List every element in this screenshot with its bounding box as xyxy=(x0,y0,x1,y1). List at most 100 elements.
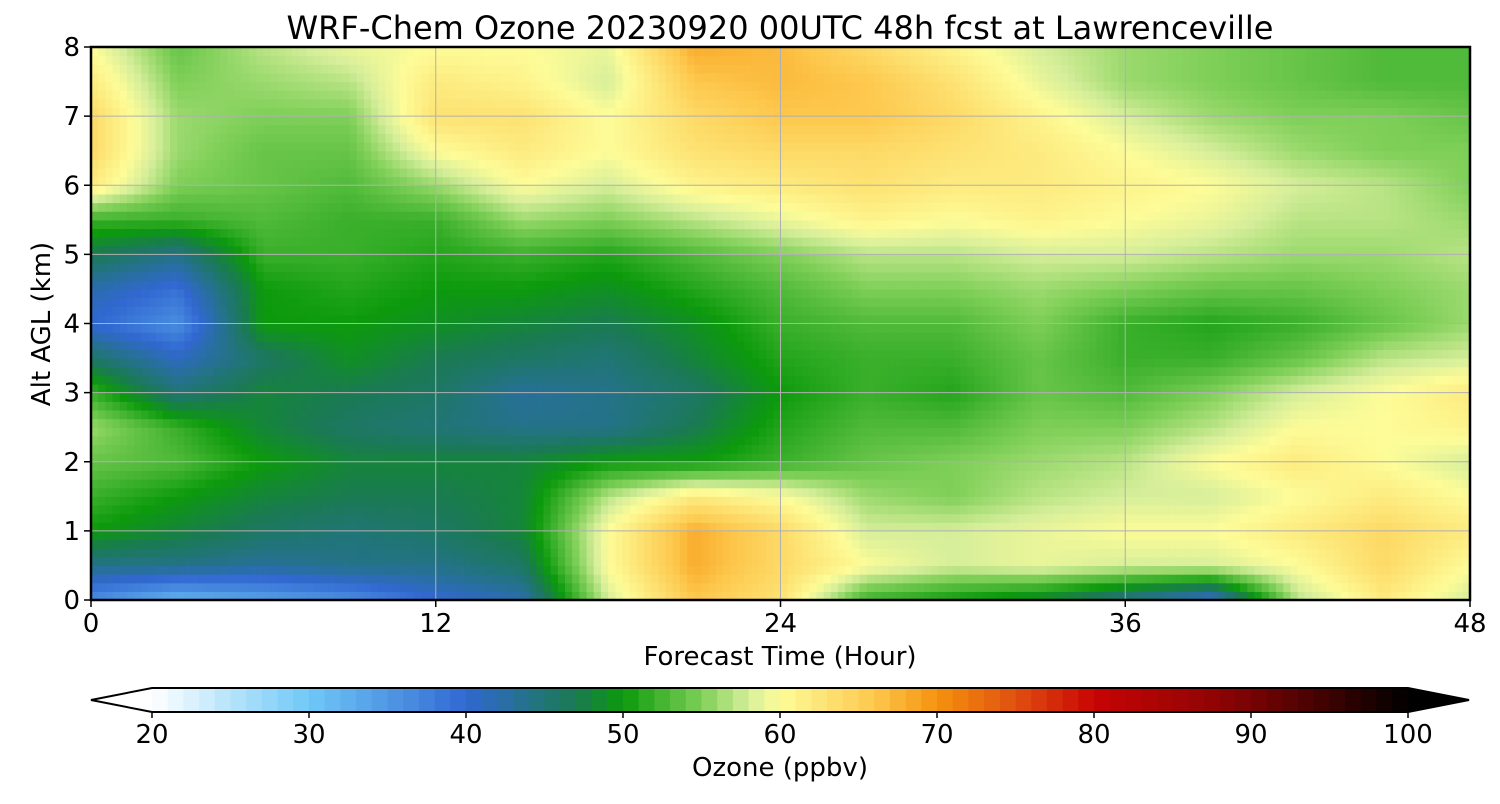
heatmap-cell xyxy=(205,556,214,567)
heatmap-cell xyxy=(924,522,932,532)
heatmap-cell xyxy=(1240,556,1248,567)
heatmap-cell xyxy=(859,409,868,420)
heatmap-cell xyxy=(802,539,810,549)
heatmap-cell xyxy=(615,591,624,601)
heatmap-cell xyxy=(306,444,315,454)
heatmap-cell xyxy=(694,574,703,584)
heatmap-cell xyxy=(715,582,724,592)
heatmap-cell xyxy=(263,530,272,541)
heatmap-cell xyxy=(1376,444,1385,454)
heatmap-cell xyxy=(1211,401,1220,411)
heatmap-cell xyxy=(407,375,415,385)
heatmap-cell xyxy=(931,435,940,446)
heatmap-cell xyxy=(1319,453,1327,463)
heatmap-cell xyxy=(1060,556,1069,567)
heatmap-cell xyxy=(550,383,559,394)
heatmap-cell xyxy=(1261,556,1270,567)
heatmap-cell xyxy=(414,383,422,394)
heatmap-cell xyxy=(593,591,602,601)
heatmap-cell xyxy=(1462,548,1471,558)
heatmap-cell xyxy=(414,582,422,592)
heatmap-cell xyxy=(902,522,911,532)
heatmap-cell xyxy=(902,513,911,523)
heatmap-cell xyxy=(486,496,494,506)
heatmap-cell xyxy=(471,504,480,515)
heatmap-cell xyxy=(1218,375,1227,385)
heatmap-cell xyxy=(155,383,164,394)
heatmap-cell xyxy=(1204,565,1213,575)
heatmap-cell xyxy=(1060,582,1069,592)
heatmap-cell xyxy=(256,565,264,575)
heatmap-cell xyxy=(1067,487,1076,497)
heatmap-cell xyxy=(1326,513,1335,523)
heatmap-cell xyxy=(1290,375,1299,385)
heatmap-cell xyxy=(105,461,114,471)
heatmap-cell xyxy=(1304,435,1313,446)
heatmap-cell xyxy=(378,556,387,567)
heatmap-cell xyxy=(148,392,157,402)
heatmap-cell xyxy=(170,487,178,497)
heatmap-cell xyxy=(1168,530,1177,541)
heatmap-cell xyxy=(1462,591,1471,601)
heatmap-cell xyxy=(579,522,588,532)
heatmap-cell xyxy=(399,548,408,558)
heatmap-cell xyxy=(1297,496,1306,506)
heatmap-cell xyxy=(629,574,638,584)
heatmap-cell xyxy=(256,504,264,515)
heatmap-cell xyxy=(1304,401,1313,411)
heatmap-cell xyxy=(1448,409,1457,420)
heatmap-cell xyxy=(1232,522,1241,532)
heatmap-cell xyxy=(1046,565,1055,575)
heatmap-cell xyxy=(608,392,616,402)
heatmap-cell xyxy=(687,479,695,489)
heatmap-cell xyxy=(859,418,868,428)
heatmap-cell xyxy=(256,435,264,446)
heatmap-cell xyxy=(213,496,221,506)
heatmap-cell xyxy=(220,461,229,471)
heatmap-cell xyxy=(665,496,674,506)
heatmap-cell xyxy=(1462,574,1471,584)
heatmap-cell xyxy=(335,530,343,541)
heatmap-cell xyxy=(162,513,171,523)
heatmap-cell xyxy=(730,375,738,385)
heatmap-cell xyxy=(1204,461,1213,471)
heatmap-cell xyxy=(766,427,774,437)
heatmap-cell xyxy=(241,539,250,549)
heatmap-cell xyxy=(356,487,365,497)
heatmap-cell xyxy=(1089,548,1098,558)
heatmap-cell xyxy=(593,401,602,411)
heatmap-cell xyxy=(967,453,976,463)
heatmap-cell xyxy=(1168,504,1177,515)
heatmap-cell xyxy=(1060,565,1069,575)
heatmap-cell xyxy=(694,504,703,515)
heatmap-cell xyxy=(794,504,803,515)
heatmap-cell xyxy=(701,496,710,506)
heatmap-cell xyxy=(888,383,897,394)
heatmap-cell xyxy=(1153,591,1162,601)
heatmap-cell xyxy=(1297,513,1306,523)
heatmap-cell xyxy=(1412,409,1421,420)
heatmap-cell xyxy=(363,530,372,541)
heatmap-cell xyxy=(227,513,236,523)
heatmap-cell xyxy=(141,479,150,489)
heatmap-cell xyxy=(866,522,875,532)
heatmap-cell xyxy=(1455,427,1464,437)
heatmap-cell xyxy=(1340,487,1349,497)
heatmap-cell xyxy=(557,591,566,601)
heatmap-cell xyxy=(313,479,322,489)
heatmap-cell xyxy=(1024,522,1033,532)
heatmap-cell xyxy=(1319,401,1327,411)
heatmap-cell xyxy=(888,591,897,601)
heatmap-cell xyxy=(945,556,954,567)
heatmap-cell xyxy=(751,522,760,532)
heatmap-cell xyxy=(184,444,193,454)
heatmap-cell xyxy=(1355,565,1363,575)
heatmap-cell xyxy=(909,574,918,584)
heatmap-cell xyxy=(1268,418,1277,428)
heatmap-cell xyxy=(787,401,796,411)
heatmap-cell xyxy=(1448,496,1457,506)
heatmap-cell xyxy=(1103,513,1112,523)
heatmap-cell xyxy=(292,574,300,584)
heatmap-cell xyxy=(1405,574,1414,584)
heatmap-cell xyxy=(442,479,451,489)
